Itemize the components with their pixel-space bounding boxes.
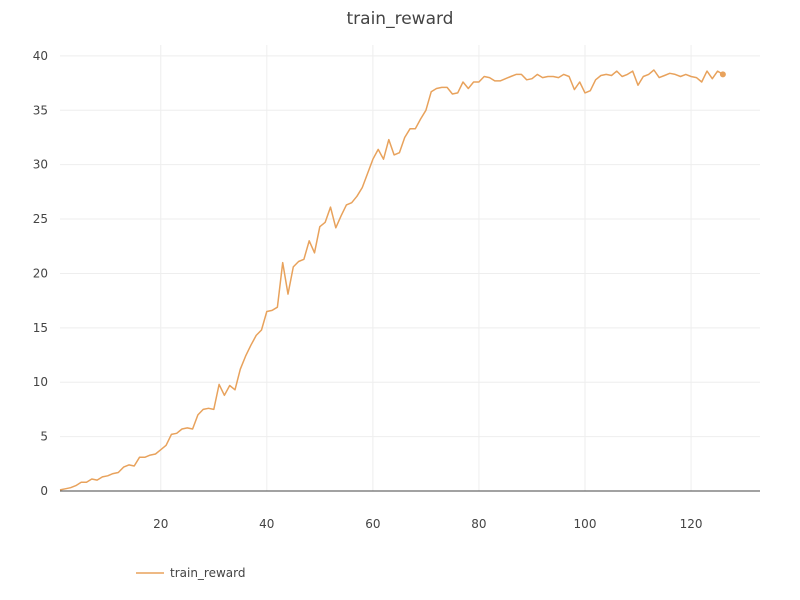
x-tick-label: 80 (471, 517, 486, 531)
y-tick-label: 25 (33, 212, 48, 226)
legend: train_reward (136, 566, 246, 580)
y-tick-label: 40 (33, 49, 48, 63)
x-tick-label: 60 (365, 517, 380, 531)
y-tick-label: 5 (40, 430, 48, 444)
y-tick-label: 30 (33, 158, 48, 172)
chart-title: train_reward (347, 9, 454, 29)
x-axis: 20 40 60 80 100 120 (153, 517, 702, 531)
series-line-train-reward (59, 69, 724, 491)
plot-area (59, 69, 726, 491)
grid (60, 45, 760, 492)
x-tick-label: 40 (259, 517, 274, 531)
legend-label-train-reward: train_reward (170, 566, 246, 580)
y-tick-label: 15 (33, 321, 48, 335)
x-tick-label: 20 (153, 517, 168, 531)
y-tick-label: 0 (40, 484, 48, 498)
x-tick-label: 120 (680, 517, 703, 531)
y-axis: 0 5 10 15 20 25 30 35 40 (33, 49, 48, 498)
y-tick-label: 20 (33, 266, 48, 280)
y-tick-label: 10 (33, 375, 48, 389)
y-tick-label: 35 (33, 103, 48, 117)
series-last-point (719, 71, 726, 78)
x-tick-label: 100 (574, 517, 597, 531)
